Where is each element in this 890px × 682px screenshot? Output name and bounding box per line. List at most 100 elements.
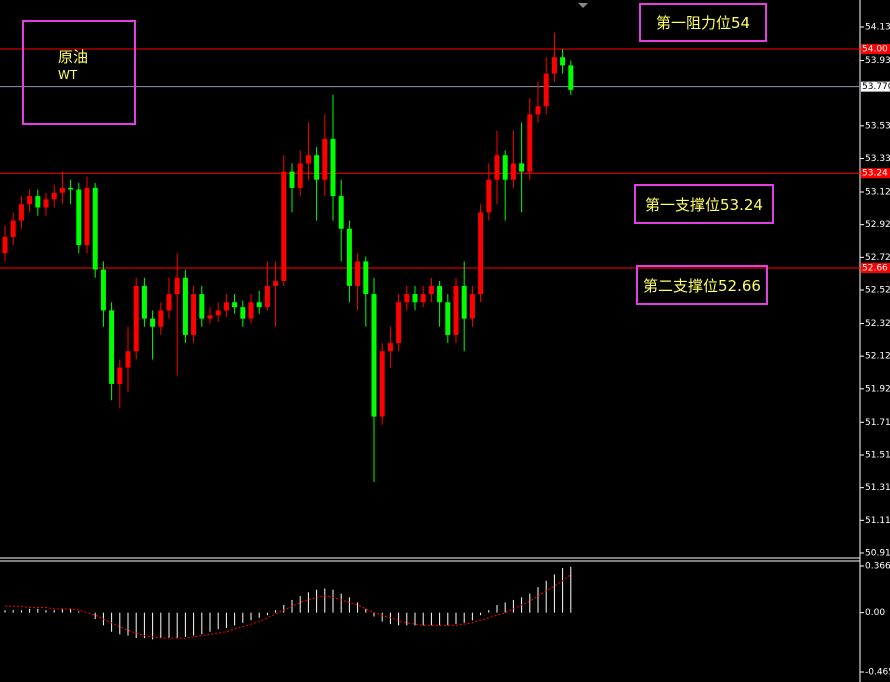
y-tick-label: 50.915 <box>865 549 890 559</box>
candle-body <box>478 212 484 295</box>
y-tick-label: 52.525 <box>865 286 890 296</box>
candle-body <box>379 351 385 417</box>
candle-body <box>43 199 49 208</box>
candle-body <box>346 228 352 286</box>
candle-body <box>453 285 459 335</box>
candle-body <box>412 294 418 303</box>
candle-body <box>240 307 246 319</box>
y-tick-label: 51.515 <box>865 450 890 460</box>
candle-body <box>437 285 443 303</box>
level-label-bg <box>861 81 890 92</box>
candle-body <box>363 261 369 295</box>
annotation: 第一支撑位53.24 <box>634 184 774 224</box>
y-tick-label: 52.120 <box>865 352 890 362</box>
candle-body <box>568 65 574 90</box>
candle-body <box>92 187 98 270</box>
candle-body <box>387 343 393 352</box>
candle-body <box>35 196 41 208</box>
shift-marker <box>578 3 588 8</box>
y-tick-label: 0.3662 <box>865 562 890 572</box>
candle-body <box>297 163 303 188</box>
candle-body <box>535 106 541 115</box>
candle-body <box>215 310 221 316</box>
candle-body <box>141 285 147 319</box>
y-tick-label: 53.53 <box>865 121 890 131</box>
candle-body <box>502 155 508 180</box>
candle-body <box>428 285 434 295</box>
y-tick-label: 52.725 <box>865 253 890 263</box>
candle-body <box>322 138 328 180</box>
annotation: 第一阻力位54 <box>639 3 767 42</box>
level-label-bg <box>861 168 890 179</box>
candle-body <box>191 294 197 335</box>
candle-body <box>174 277 180 295</box>
candle-body <box>133 285 139 352</box>
y-tick-label: -0.4659 <box>865 668 890 678</box>
level-label-bg <box>861 44 890 55</box>
candle-body <box>51 192 57 200</box>
level-label: 53.770 <box>862 82 890 92</box>
candle-body <box>355 261 361 286</box>
candle-body <box>248 302 254 319</box>
candle-body <box>551 57 557 74</box>
candle-body <box>199 294 205 319</box>
candle-body <box>289 171 295 188</box>
y-tick-label: 0.00 <box>865 608 885 618</box>
candle-body <box>314 155 320 180</box>
candle-body <box>264 285 270 308</box>
candle-body <box>109 310 115 384</box>
candle-body <box>232 302 238 308</box>
candle-body <box>27 196 33 205</box>
signal-line <box>5 574 572 639</box>
candle-body <box>371 294 377 417</box>
candle-body <box>59 187 65 193</box>
candle-body <box>560 57 566 66</box>
y-tick-label: 53.125 <box>865 187 890 197</box>
candle-body <box>396 302 402 344</box>
candle-body <box>150 318 156 327</box>
candle-body <box>527 114 533 172</box>
y-tick-label: 51.920 <box>865 384 890 394</box>
y-tick-label: 52.320 <box>865 319 890 329</box>
candle-body <box>494 155 500 180</box>
candle-body <box>486 179 492 213</box>
candle-body <box>68 187 74 190</box>
candle-body <box>2 236 8 254</box>
candle-body <box>510 163 516 180</box>
y-tick-label: 53.930 <box>865 56 890 66</box>
candle-body <box>166 294 172 311</box>
level-label-bg <box>861 262 890 273</box>
y-tick-label: 54.135 <box>865 23 890 33</box>
candle-body <box>125 351 131 368</box>
candle-body <box>100 269 106 311</box>
subtitle: WT <box>58 68 78 82</box>
level-label: 53.24 <box>862 169 888 179</box>
candle-body <box>207 315 213 319</box>
level-label: 54.00 <box>862 45 888 55</box>
candle-body <box>461 285 467 319</box>
candle-body <box>182 277 188 335</box>
y-tick-label: 51.115 <box>865 516 890 526</box>
candle-body <box>117 367 123 384</box>
candle-body <box>338 196 344 229</box>
y-tick-label: 51.315 <box>865 483 890 493</box>
level-label: 52.66 <box>862 263 888 273</box>
candle-body <box>281 171 287 282</box>
title-box: 原油 WT <box>22 20 136 125</box>
candle-body <box>273 281 279 286</box>
candle-body <box>543 73 549 107</box>
candle-body <box>420 294 426 303</box>
candle-body <box>84 187 90 246</box>
candle-body <box>445 302 451 335</box>
candle-body <box>469 294 475 319</box>
candle-body <box>223 302 229 311</box>
candle-body <box>519 163 525 172</box>
title: 原油 <box>58 48 89 66</box>
candle-body <box>18 204 24 221</box>
candle-body <box>305 155 311 164</box>
y-tick-label: 53.33 <box>865 154 890 164</box>
y-tick-label: 51.715 <box>865 418 890 428</box>
candle-body <box>256 302 262 308</box>
